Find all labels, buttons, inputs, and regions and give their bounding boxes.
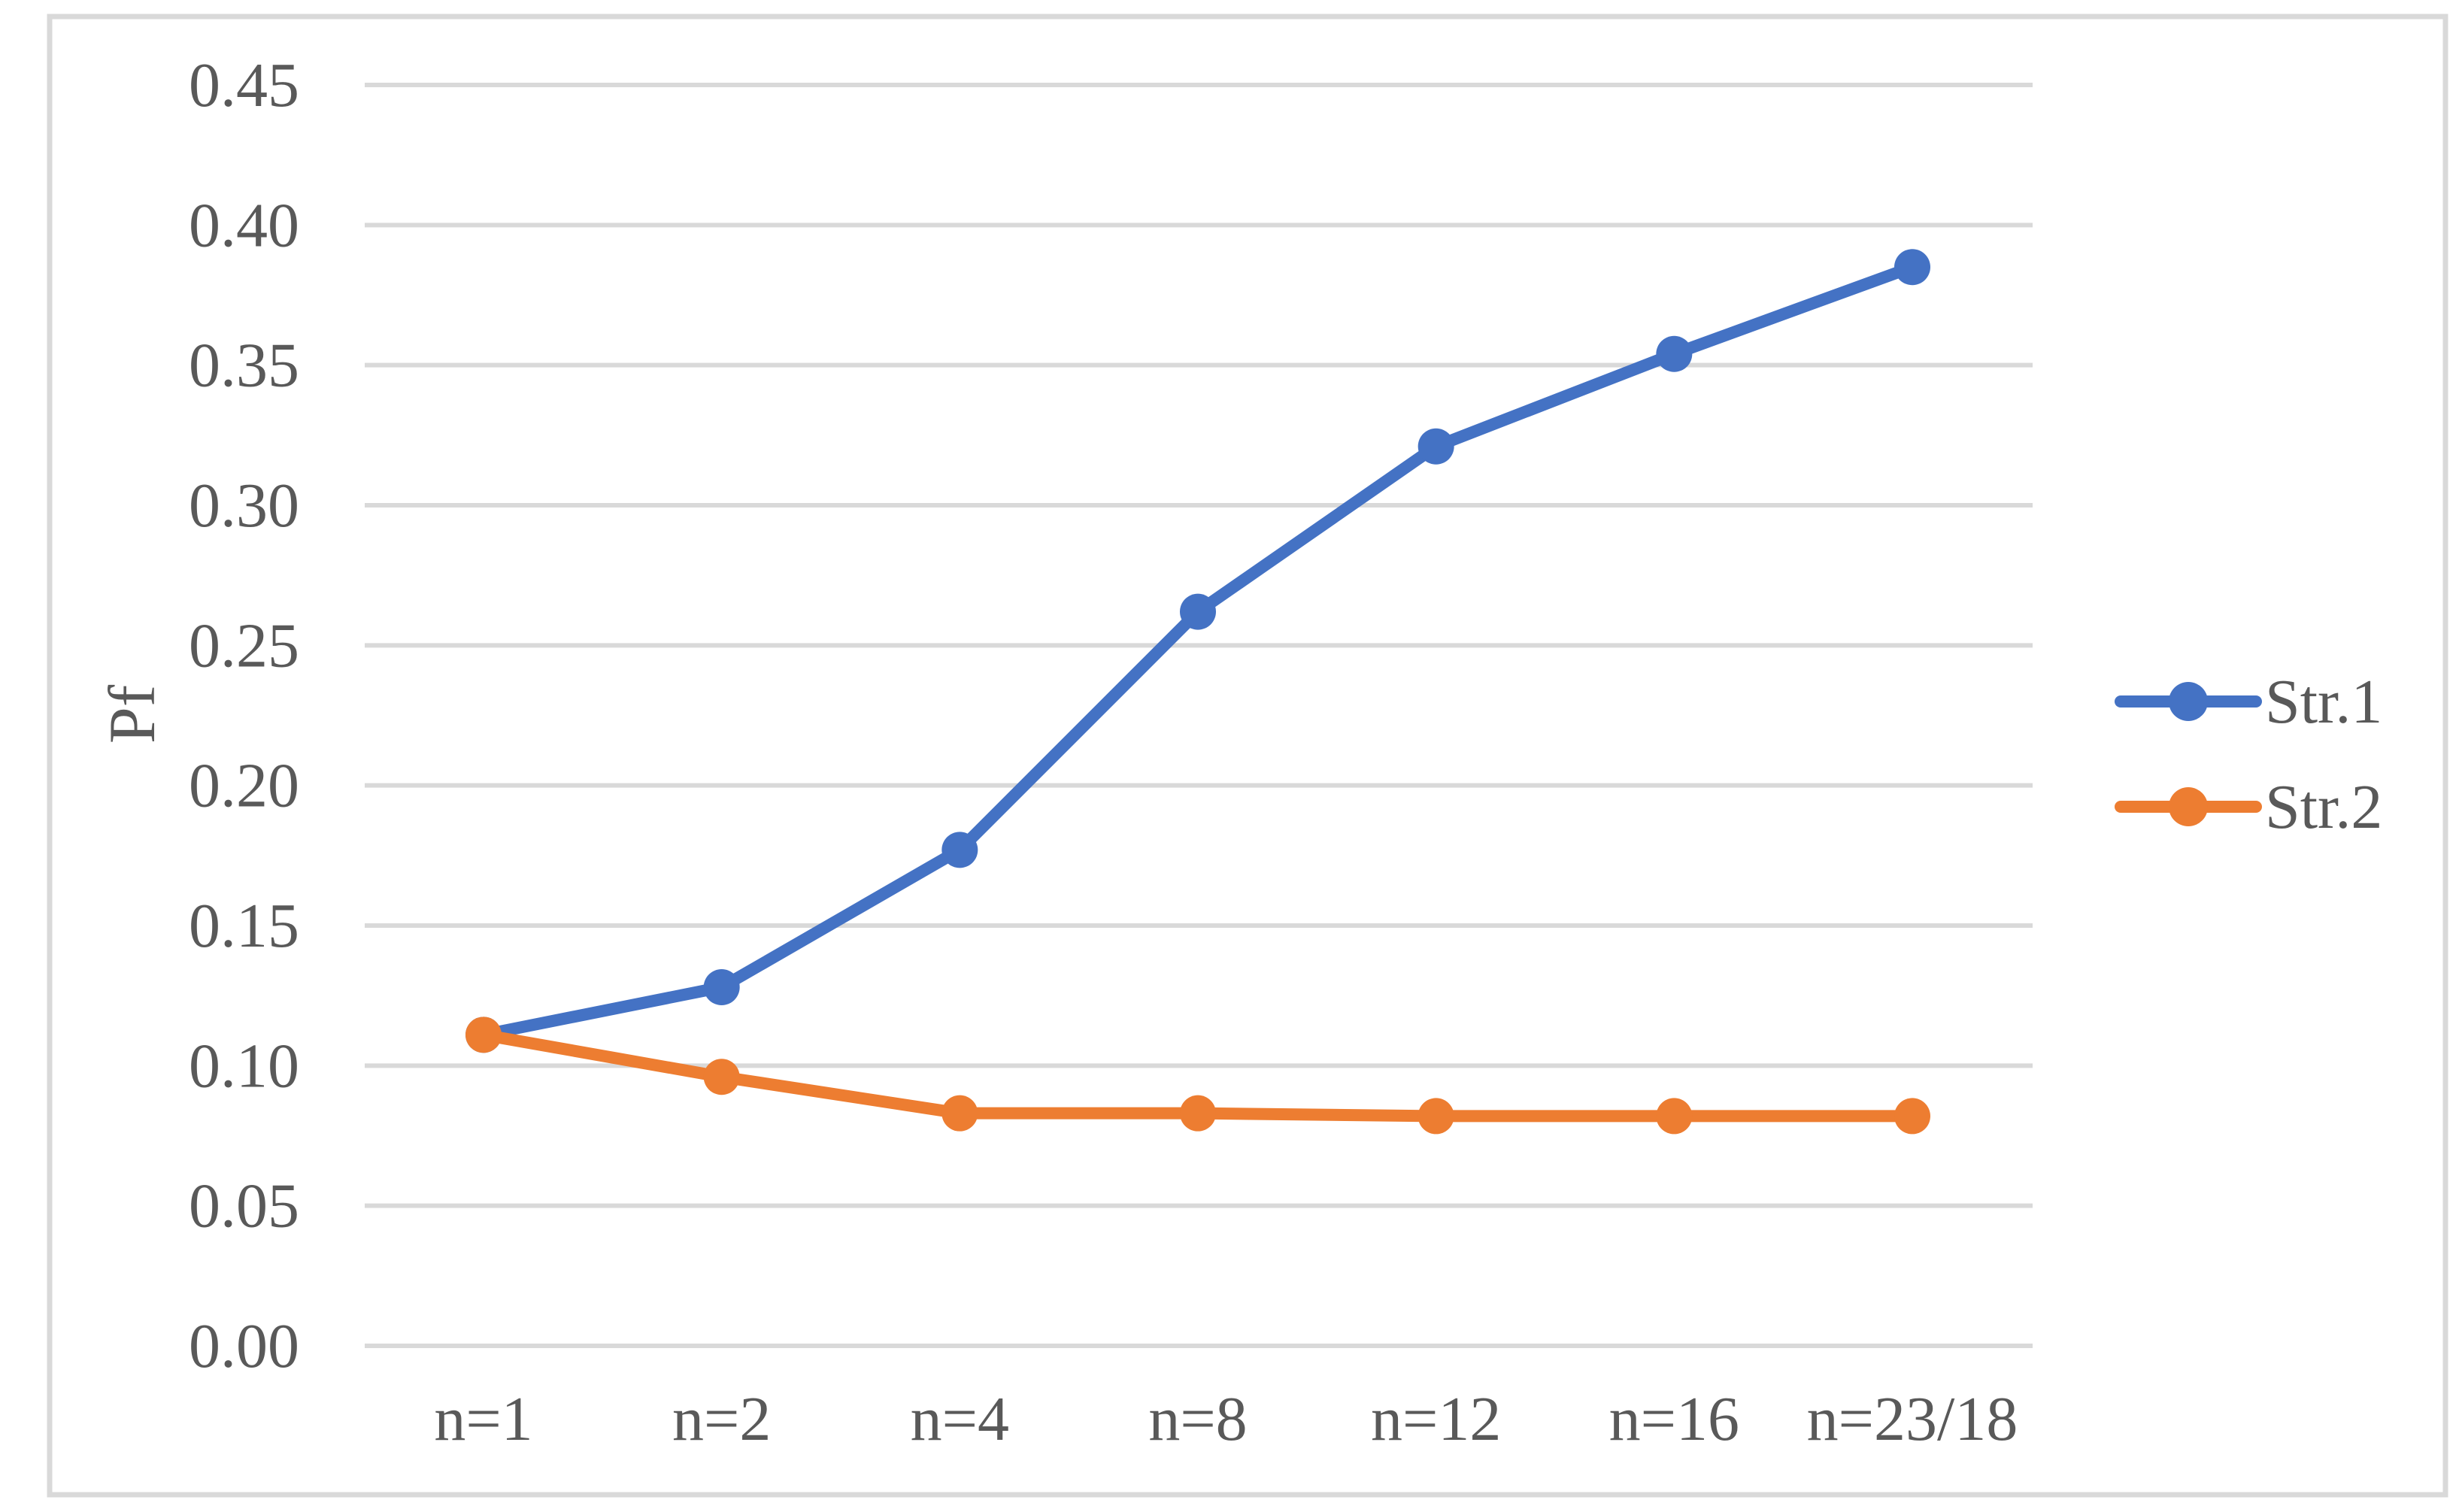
data-point-marker-str1 [941,832,978,868]
legend: Str.1 Str.2 [2115,667,2382,842]
data-point-marker-str1 [703,968,740,1005]
x-tick-label: n=16 [1609,1384,1739,1454]
legend-item-str2: Str.2 [2115,772,2382,842]
y-tick-label: 0.05 [189,1171,299,1241]
legend-swatch-marker [2169,787,2208,826]
figure-border [47,14,2448,1498]
series-line-str1 [478,261,1918,1041]
x-tick-label: n=2 [672,1384,771,1454]
x-tick-label: n=4 [911,1384,1009,1454]
legend-label: Str.1 [2265,667,2382,737]
y-tick-labels-group: 0.00 0.05 0.10 0.15 0.20 0.25 0.30 0.35 0.40 0.45 [189,50,299,1381]
y-tick-label: 0.45 [189,50,299,120]
x-tick-label: n=12 [1371,1384,1501,1454]
data-point-marker-str2 [1656,1098,1693,1135]
data-point-marker-str2 [465,1017,502,1053]
y-tick-label: 0.40 [189,190,299,260]
y-tick-label: 0.15 [189,891,299,961]
y-tick-label: 0.10 [189,1031,299,1101]
data-point-marker-str2 [1894,1098,1930,1135]
data-point-marker-str1 [1180,593,1216,630]
y-axis-title: Pf [96,684,169,744]
series-group [465,249,1930,1135]
y-tick-label: 0.35 [189,331,299,401]
data-point-marker-str2 [941,1095,978,1132]
data-point-marker-str1 [1894,249,1930,286]
x-tick-labels-group: n=1 n=2 n=4 n=8 n=12 n=16 n=23/18 [434,1384,2018,1454]
x-tick-label: n=1 [434,1384,532,1454]
x-tick-label: n=8 [1148,1384,1247,1454]
y-tick-label: 0.20 [189,751,299,821]
x-tick-label: n=23/18 [1807,1384,2018,1454]
data-point-marker-str1 [1656,335,1693,372]
legend-item-str1: Str.1 [2115,667,2382,737]
legend-label: Str.2 [2265,772,2382,842]
y-tick-label: 0.25 [189,611,299,680]
data-point-marker-str2 [1180,1095,1216,1132]
data-point-marker-str2 [1417,1098,1454,1135]
y-tick-label: 0.00 [189,1311,299,1381]
y-tick-label: 0.30 [189,471,299,541]
data-point-marker-str2 [703,1059,740,1095]
legend-swatch-marker [2169,682,2208,721]
data-point-marker-str1 [1417,428,1454,465]
gridlines-group [365,83,2033,1348]
